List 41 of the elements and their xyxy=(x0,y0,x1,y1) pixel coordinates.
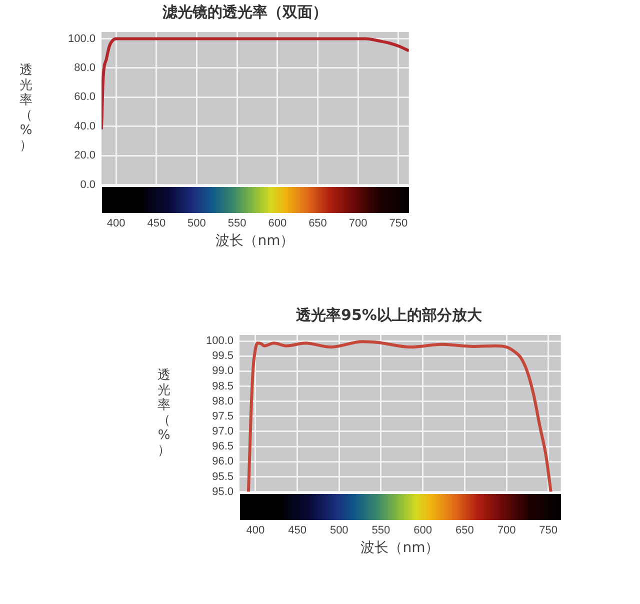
x-tick-label: 750 xyxy=(389,217,408,230)
y-tick-label: 0.0 xyxy=(80,178,96,191)
chart-title: 滤光镜的透光率（双面） xyxy=(162,2,328,21)
y-tick-label: 99.5 xyxy=(212,350,234,362)
x-tick-label: 500 xyxy=(188,217,206,230)
y-axis-title: 透光率（%） xyxy=(18,63,34,154)
chart-title: 透光率95%以上的部分放大 xyxy=(295,306,483,324)
y-tick-label: 99.0 xyxy=(212,365,234,378)
y-tick-label: 100.0 xyxy=(68,32,96,45)
x-tick-label: 700 xyxy=(497,524,516,536)
y-tick-label: 97.0 xyxy=(212,426,234,438)
x-tick-label: 700 xyxy=(348,217,368,230)
x-tick-label: 400 xyxy=(106,217,126,230)
y-tick-label: 98.0 xyxy=(212,395,234,408)
y-axis-title: 透光率（%） xyxy=(156,368,172,458)
line-series xyxy=(102,37,409,131)
x-axis-title: 波长（nm） xyxy=(216,232,294,250)
x-tick-label: 650 xyxy=(308,217,327,230)
y-tick-label: 96.0 xyxy=(212,456,234,468)
x-axis-title: 波长（nm） xyxy=(360,538,440,557)
y-tick-label: 100.0 xyxy=(206,335,234,348)
y-tick-label: 40.0 xyxy=(74,120,96,132)
x-tick-label: 600 xyxy=(414,524,432,536)
x-tick-label: 650 xyxy=(455,524,474,536)
y-tick-label: 97.5 xyxy=(212,410,234,422)
x-tick-label: 400 xyxy=(246,524,265,536)
y-tick-label: 95.0 xyxy=(212,486,234,498)
y-tick-label: 98.5 xyxy=(212,380,234,392)
y-tick-label: 96.5 xyxy=(212,440,234,453)
x-tick-label: 750 xyxy=(539,524,558,536)
x-tick-label: 550 xyxy=(372,524,390,536)
x-tick-label: 600 xyxy=(268,217,287,230)
y-tick-label: 95.5 xyxy=(212,470,234,483)
x-tick-label: 450 xyxy=(147,217,166,230)
x-tick-label: 450 xyxy=(288,524,306,536)
x-tick-label: 500 xyxy=(330,524,348,536)
y-tick-label: 60.0 xyxy=(74,91,96,104)
y-tick-label: 80.0 xyxy=(74,62,96,74)
y-tick-label: 20.0 xyxy=(74,150,96,162)
x-tick-label: 550 xyxy=(228,217,246,230)
line-series xyxy=(246,340,552,492)
